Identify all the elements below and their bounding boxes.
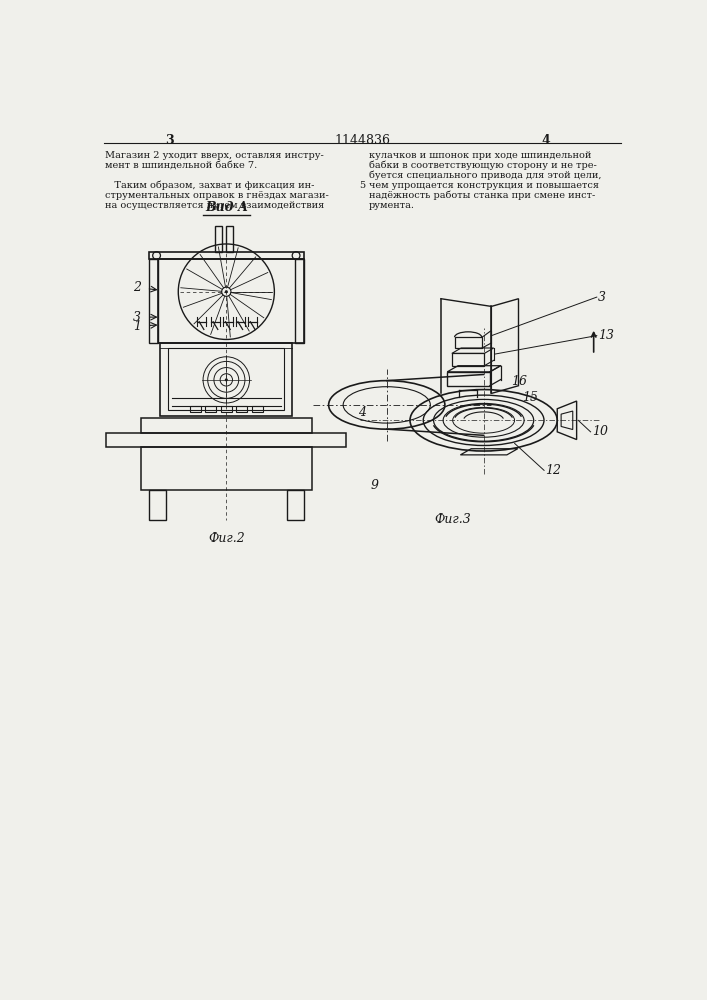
- Text: румента.: румента.: [369, 201, 415, 210]
- Bar: [149, 490, 166, 520]
- Bar: [448, 372, 490, 386]
- Text: 15: 15: [522, 391, 538, 404]
- Text: 16: 16: [510, 375, 527, 388]
- Text: 9: 9: [371, 479, 379, 492]
- Bar: [287, 490, 304, 520]
- Bar: [236, 406, 247, 412]
- Bar: [452, 353, 484, 366]
- Bar: [160, 343, 292, 416]
- Text: 3: 3: [133, 311, 141, 324]
- Bar: [168, 348, 284, 410]
- Text: 5: 5: [359, 181, 365, 190]
- Text: бабки в соответствующую сторону и не тре-: бабки в соответствующую сторону и не тре…: [369, 161, 597, 170]
- Text: 1: 1: [133, 320, 141, 333]
- Text: мент в шпиндельной бабке 7.: мент в шпиндельной бабке 7.: [105, 161, 257, 170]
- Bar: [149, 259, 158, 343]
- Text: Вид А: Вид А: [205, 201, 248, 214]
- Bar: [215, 226, 223, 252]
- Text: кулачков и шпонок при ходе шпиндельной: кулачков и шпонок при ходе шпиндельной: [369, 151, 591, 160]
- Bar: [158, 259, 304, 343]
- Bar: [141, 418, 312, 433]
- Text: 4: 4: [542, 134, 550, 147]
- Text: надёжность работы станка при смене инст-: надёжность работы станка при смене инст-: [369, 191, 595, 200]
- Text: 10: 10: [592, 425, 608, 438]
- Bar: [149, 252, 304, 259]
- Text: струментальных оправок в гнёздах магази-: струментальных оправок в гнёздах магази-: [105, 191, 329, 200]
- Circle shape: [225, 290, 228, 293]
- Bar: [106, 433, 346, 447]
- Bar: [455, 337, 482, 348]
- Bar: [295, 259, 304, 343]
- Bar: [252, 406, 263, 412]
- Text: 4: 4: [358, 406, 366, 419]
- Text: чем упрощается конструкция и повышается: чем упрощается конструкция и повышается: [369, 181, 599, 190]
- Text: 3: 3: [165, 134, 174, 147]
- Text: 12: 12: [546, 464, 561, 477]
- Bar: [190, 406, 201, 412]
- Text: на осуществляется путем взаимодействия: на осуществляется путем взаимодействия: [105, 201, 325, 210]
- Circle shape: [225, 378, 228, 381]
- Text: Фиг.3: Фиг.3: [434, 513, 471, 526]
- Text: 2: 2: [133, 281, 141, 294]
- Text: Фиг.2: Фиг.2: [208, 532, 245, 545]
- Bar: [206, 406, 216, 412]
- Text: 1144836: 1144836: [334, 134, 390, 147]
- Text: Магазин 2 уходит вверх, оставляя инстру-: Магазин 2 уходит вверх, оставляя инстру-: [105, 151, 325, 160]
- Text: Таким образом, захват и фиксация ин-: Таким образом, захват и фиксация ин-: [105, 181, 315, 190]
- Bar: [221, 406, 232, 412]
- Text: 3: 3: [598, 291, 607, 304]
- Bar: [141, 447, 312, 490]
- Text: буется специального привода для этой цели,: буется специального привода для этой цел…: [369, 171, 602, 180]
- Bar: [226, 226, 233, 252]
- Text: 13: 13: [598, 329, 614, 342]
